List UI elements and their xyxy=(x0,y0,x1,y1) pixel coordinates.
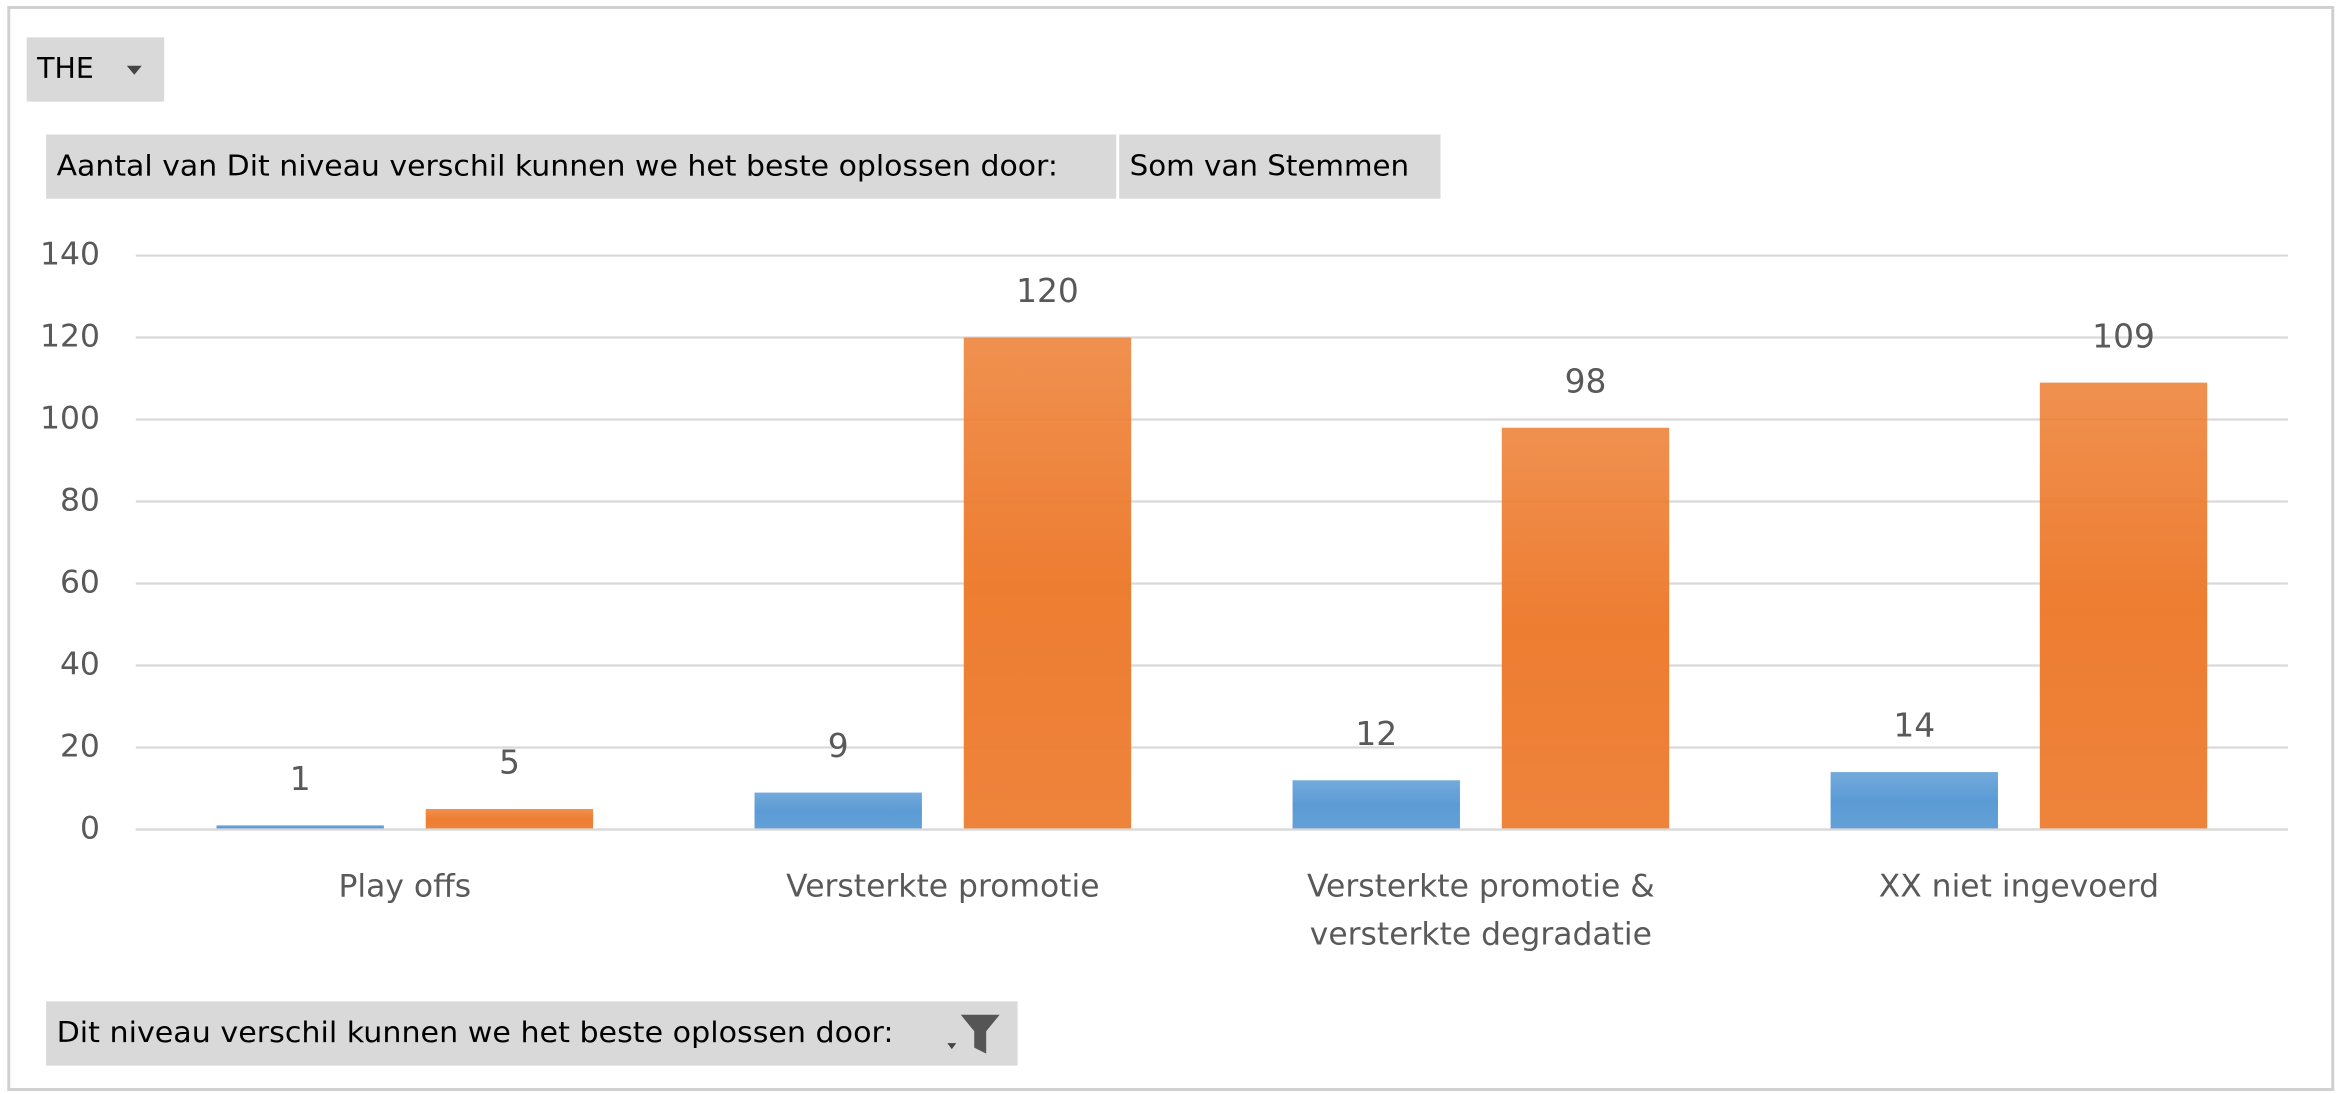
legend-label[interactable]: Aantal van Dit niveau verschil kunnen we… xyxy=(57,149,1058,182)
bar xyxy=(1501,427,1670,830)
x-tick-label: Versterkte promotie & versterkte degrada… xyxy=(1306,868,1655,953)
button-bg[interactable] xyxy=(46,134,1117,199)
x-tick-label-box: Versterkte promotie xyxy=(786,868,1100,905)
data-label: 109 xyxy=(2092,316,2155,355)
data-label: 12 xyxy=(1355,714,1397,753)
y-tick-label: 60 xyxy=(60,565,100,601)
dropdown-arrow[interactable] xyxy=(126,65,142,75)
data-label: 5 xyxy=(499,743,520,782)
legend-button-1[interactable]: Som van Stemmen xyxy=(1119,134,1441,199)
bar xyxy=(2039,382,2208,830)
filter-button[interactable]: THE xyxy=(26,37,165,102)
plot-area: 0 20 40 60 80 100 120 140 Play offs 1 5 Versterkte … xyxy=(40,237,2288,953)
x-tick-label: Play offs xyxy=(338,868,472,905)
x-tick-label: XX niet ingevoerd xyxy=(1878,868,2160,905)
y-tick-label: 40 xyxy=(60,646,100,682)
data-label: 120 xyxy=(1016,271,1079,310)
x-tick-label-box: Play offs xyxy=(338,868,472,905)
filter-field[interactable]: THE xyxy=(36,52,94,85)
bar xyxy=(754,792,922,830)
dropdown-arrow[interactable] xyxy=(947,1043,957,1050)
bar xyxy=(425,808,594,830)
button-bg[interactable] xyxy=(46,1001,1018,1066)
y-tick-label: 0 xyxy=(80,810,100,846)
y-tick-label: 20 xyxy=(60,728,100,764)
y-tick-label: 140 xyxy=(40,237,100,273)
legend-button-0[interactable]: Aantal van Dit niveau verschil kunnen we… xyxy=(46,134,1117,199)
axis-field[interactable]: Dit niveau verschil kunnen we het beste … xyxy=(57,1016,894,1049)
button-bg[interactable] xyxy=(1119,134,1441,199)
filter-icon[interactable] xyxy=(960,1014,1000,1054)
data-label: 98 xyxy=(1565,361,1607,400)
y-tick-label: 120 xyxy=(40,319,100,355)
button-bg[interactable] xyxy=(26,37,165,102)
x-tick-label-box: XX niet ingevoerd xyxy=(1878,868,2160,905)
legend-label[interactable]: Som van Stemmen xyxy=(1130,149,1409,182)
axis-field-button[interactable]: Dit niveau verschil kunnen we het beste … xyxy=(46,1001,1018,1066)
data-label: 9 xyxy=(828,726,849,765)
data-label: 14 xyxy=(1893,706,1935,745)
bar xyxy=(1830,772,1998,830)
y-tick-label: 80 xyxy=(60,483,100,519)
bar xyxy=(1292,780,1460,830)
x-tick-label-box: Versterkte promotie & versterkte degrada… xyxy=(1306,868,1655,953)
y-tick-label: 100 xyxy=(40,401,100,437)
data-label: 1 xyxy=(290,759,311,798)
bar xyxy=(963,337,1132,830)
bar xyxy=(216,825,384,830)
x-tick-label: Versterkte promotie xyxy=(786,868,1100,905)
